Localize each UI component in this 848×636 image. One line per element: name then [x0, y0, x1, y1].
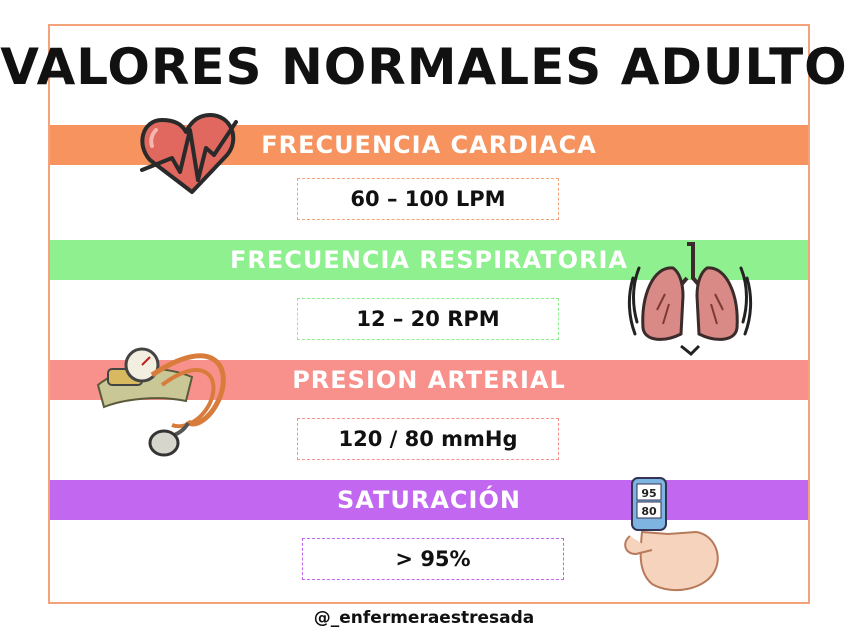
author-handle: @_enfermeraestresada — [313, 608, 535, 628]
heart-icon — [140, 113, 238, 194]
sphygmomanometer-icon — [96, 347, 226, 457]
page-title: VALORES NORMALES ADULTO — [0, 38, 848, 96]
pulse-oximeter-icon: 95 80 — [624, 477, 719, 591]
value-saturacion: > 95% — [302, 538, 564, 580]
lungs-icon — [627, 242, 753, 357]
svg-text:80: 80 — [641, 505, 657, 518]
value-presion-arterial: 120 / 80 mmHg — [297, 418, 559, 460]
value-frecuencia-cardiaca: 60 – 100 LPM — [297, 178, 559, 220]
svg-text:95: 95 — [641, 487, 656, 500]
band-saturacion: SATURACIÓN — [50, 480, 808, 520]
value-frecuencia-respiratoria: 12 – 20 RPM — [297, 298, 559, 340]
band-frecuencia-respiratoria: FRECUENCIA RESPIRATORIA — [50, 240, 808, 280]
